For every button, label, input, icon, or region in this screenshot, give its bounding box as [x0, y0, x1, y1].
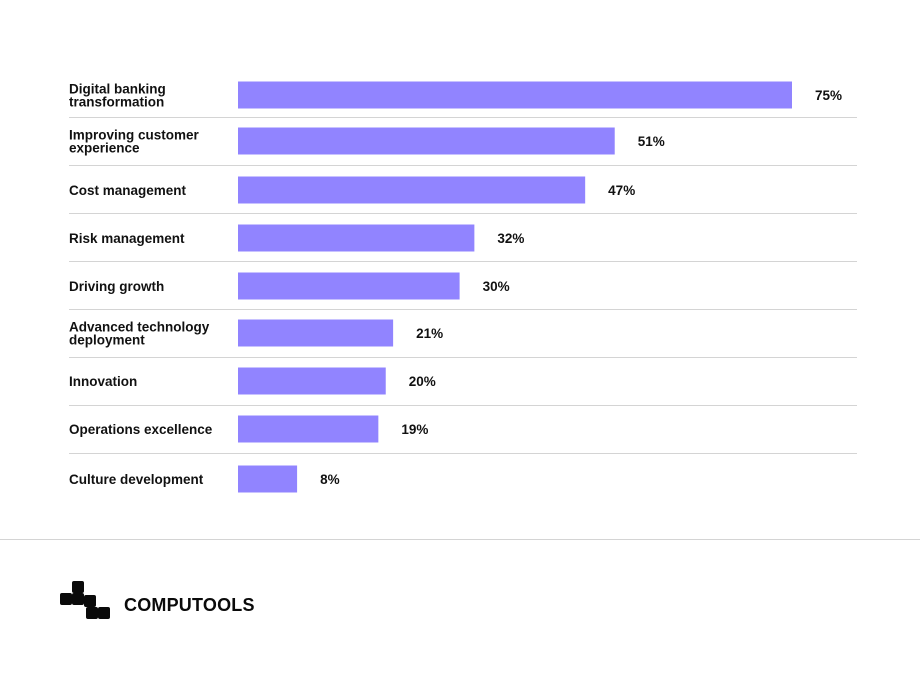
value-label: 30% — [483, 279, 510, 294]
bar — [238, 415, 379, 443]
bar-chart: Digital banking transformation 75% Improvin… — [69, 81, 857, 493]
value-label: 19% — [401, 422, 428, 437]
bar — [238, 319, 394, 347]
bar — [238, 176, 586, 204]
value-label: 21% — [416, 326, 443, 341]
value-label: 75% — [815, 88, 842, 103]
bar — [238, 81, 792, 109]
value-label: 8% — [320, 472, 340, 487]
footer-divider — [0, 539, 920, 540]
category-label: Advanced technology deployment — [69, 320, 210, 348]
category-label: Digital banking transformation — [69, 82, 166, 110]
brand-name: COMPUTOOLS — [124, 594, 255, 615]
value-label: 20% — [409, 374, 436, 389]
bar — [238, 465, 298, 493]
brand: COMPUTOOLS — [60, 581, 255, 621]
bar — [238, 367, 386, 395]
bar — [238, 127, 615, 155]
bar — [238, 272, 460, 300]
category-label: Innovation — [69, 374, 137, 389]
value-label: 47% — [608, 183, 635, 198]
value-label: 51% — [638, 134, 665, 149]
category-label: Driving growth — [69, 279, 164, 294]
value-label: 32% — [497, 231, 524, 246]
category-label: Culture development — [69, 472, 204, 487]
computools-logo-icon — [60, 581, 110, 619]
category-label: Risk management — [69, 231, 185, 246]
category-label: Cost management — [69, 183, 187, 198]
bar — [238, 224, 475, 252]
category-label: Improving customer experience — [69, 128, 200, 156]
category-label: Operations excellence — [69, 422, 213, 437]
